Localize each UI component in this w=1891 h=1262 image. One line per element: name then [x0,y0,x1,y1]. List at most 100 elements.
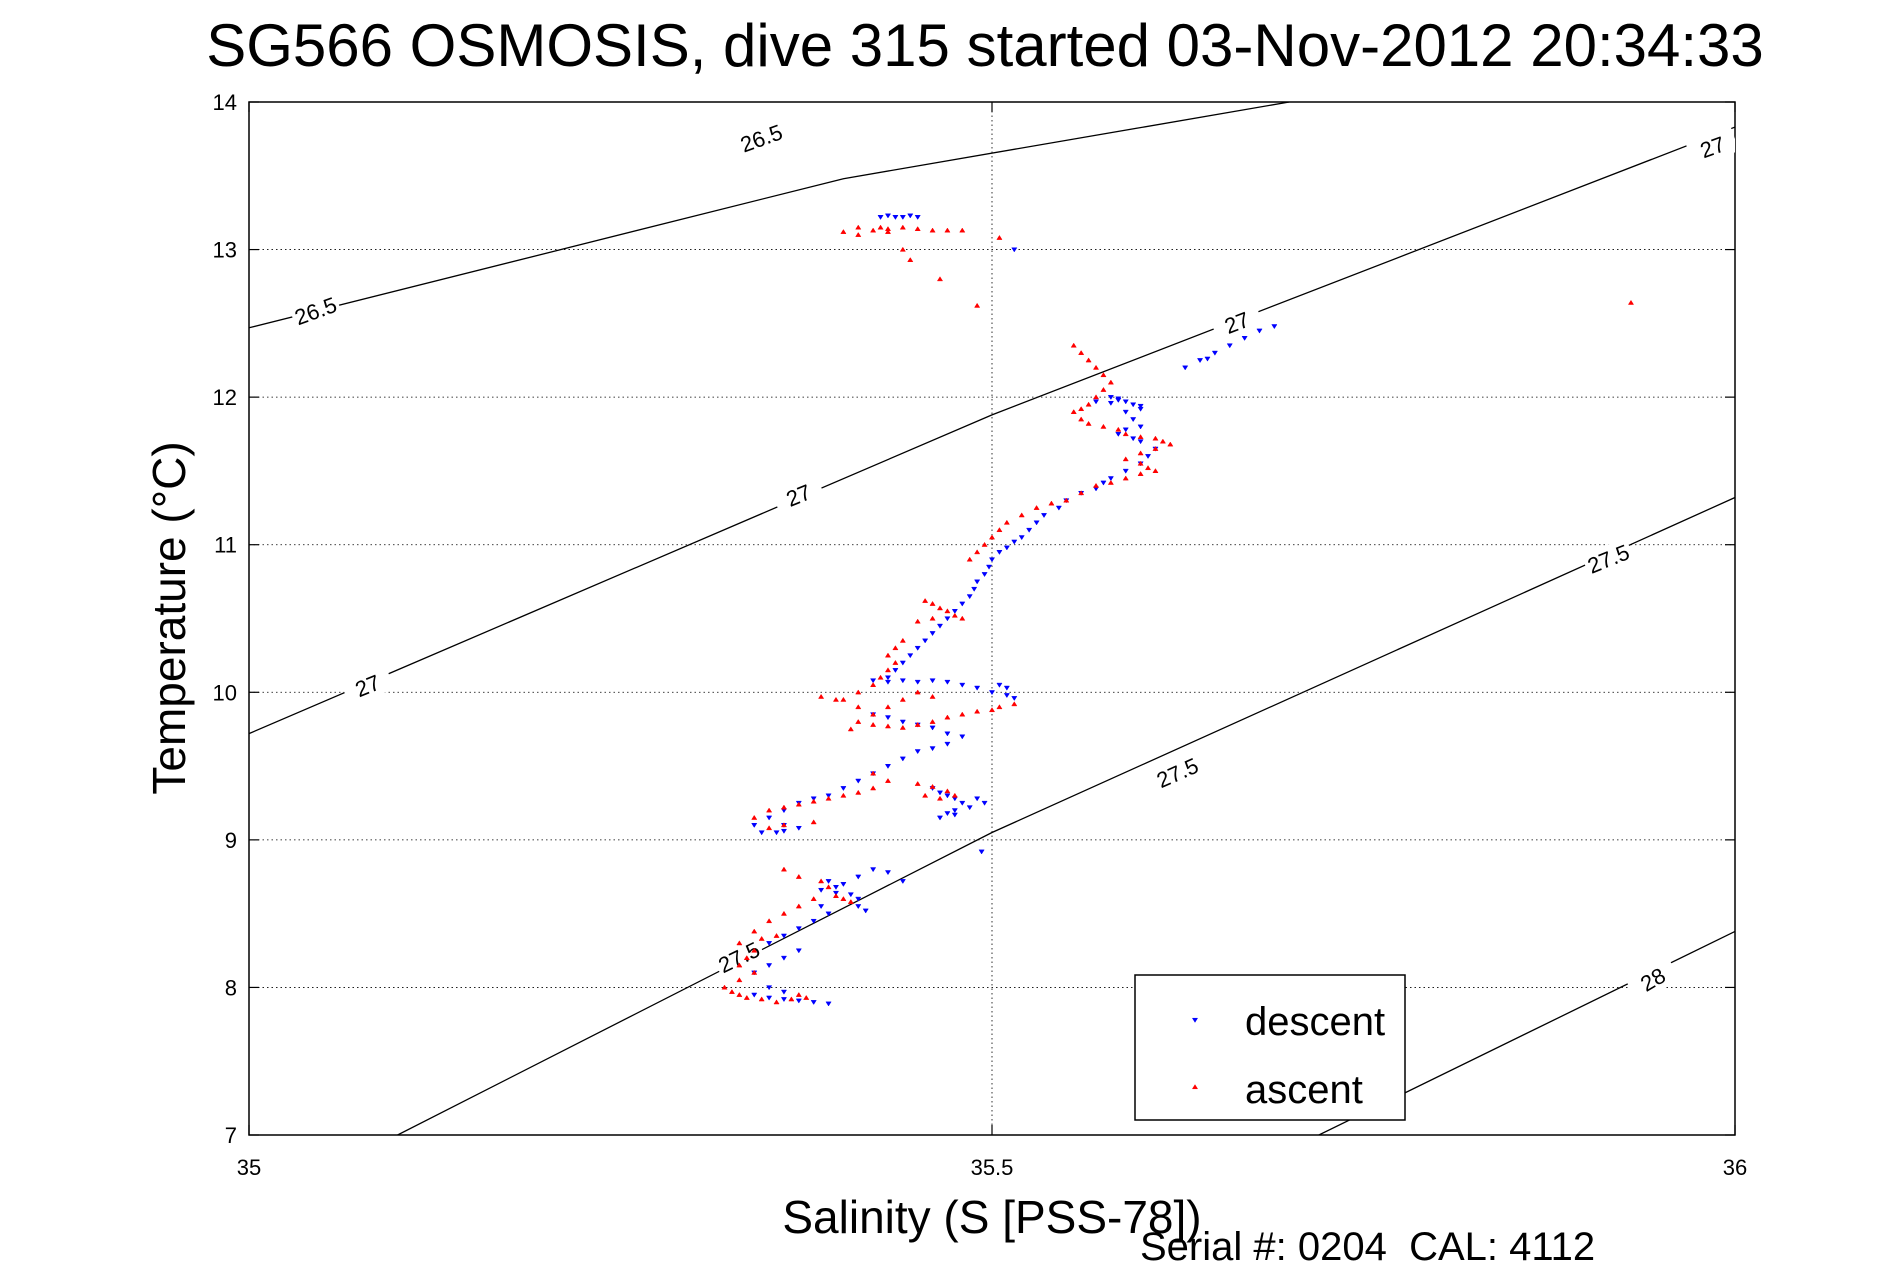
ascent-point [1152,468,1159,473]
ascent-point [929,615,936,621]
ascent-point [870,227,877,233]
ascent-point [1085,401,1092,407]
ascent-point [855,689,862,695]
descent-point [1241,336,1248,341]
descent-point [795,926,802,932]
descent-point [818,904,825,910]
descent-point [1130,402,1137,408]
descent-point [951,609,958,614]
descent-point [766,941,773,946]
ascent-point [780,822,788,828]
descent-point [1256,328,1263,334]
descent-point [840,882,847,887]
y-tick-label: 12 [213,385,237,410]
ascent-point [966,556,973,562]
ascent-point [1085,420,1092,426]
ascent-point [758,935,765,941]
ascent-point [795,873,802,879]
ascent-point [1018,512,1025,518]
ascent-point [951,792,958,798]
ascent-point [914,689,921,695]
ascent-point [1070,342,1077,348]
descent-point [773,830,780,836]
descent-point [862,908,869,914]
ascent-point [959,615,966,621]
descent-point [840,786,847,792]
descent-point [1130,436,1137,442]
descent-point [832,885,840,890]
descent-point [951,812,958,818]
descent-point [1107,395,1114,400]
descent-point [985,564,993,570]
ascent-point [751,947,758,953]
ascent-point [855,704,862,710]
ascent-point [914,721,921,727]
ascent-point [766,918,773,924]
ascent-point [1078,406,1085,412]
ascent-point [766,807,773,813]
descent-point [899,660,906,666]
ascent-point [1152,445,1159,451]
descent-point [884,675,892,681]
series-ascent [721,224,1635,1005]
ascent-point [1167,441,1174,447]
descent-point [1204,356,1211,362]
descent-point [766,985,773,991]
descent-point [1026,527,1033,533]
axis-ticks: 7 8 9 10 11 12 13 14 35 35.5 36 [213,90,1748,1180]
descent-point [825,1001,832,1007]
ascent-point [929,227,936,233]
ascent-point [877,674,884,680]
legend-marker-descent [1191,1017,1199,1023]
ascent-point [1137,450,1144,456]
ascent-point [1003,519,1010,525]
ascent-point [736,977,743,983]
contour-label-bg [1209,301,1264,344]
legend: descent ascent [1134,974,1406,1121]
contour-label-bg [1685,126,1735,168]
descent-point [1011,539,1018,545]
ascent-point [751,814,758,820]
descent-point [1137,403,1144,409]
ascent-point [899,246,906,252]
density-contour-26-5 [249,102,1290,329]
descent-point [818,887,825,893]
ascent-point [988,534,996,540]
descent-point [1115,396,1122,402]
descent-point [758,830,765,836]
contour-label-bg [771,474,826,517]
descent-point [847,892,854,898]
ascent-point [1070,409,1077,414]
ascent-point [721,984,728,990]
descent-point [1003,693,1010,699]
descent-point [996,682,1003,688]
descent-point [914,679,921,685]
descent-point [899,215,906,220]
ascent-point [795,991,802,997]
descent-point [1107,476,1114,482]
ascent-point [825,884,832,890]
descent-point [1271,324,1278,330]
ascent-point [840,696,847,702]
descent-point [870,678,877,684]
descent-point [1100,480,1107,486]
descent-point [929,725,936,731]
ascent-point [855,718,862,724]
descent-point [1211,350,1218,356]
ascent-point [1092,394,1100,400]
ascent-point [773,999,780,1005]
descent-point [870,867,877,873]
ascent-point [884,723,892,729]
ascent-point [751,969,758,975]
descent-point [780,955,788,961]
descent-point [988,690,996,696]
ascent-point [944,788,951,794]
ascent-point [1100,386,1107,392]
descent-point [966,805,973,811]
ascent-point [795,801,802,807]
ascent-point [936,795,944,801]
descent-point [780,828,788,834]
descent-point [899,756,906,762]
ascent-point [1115,426,1122,432]
descent-point [922,638,929,644]
